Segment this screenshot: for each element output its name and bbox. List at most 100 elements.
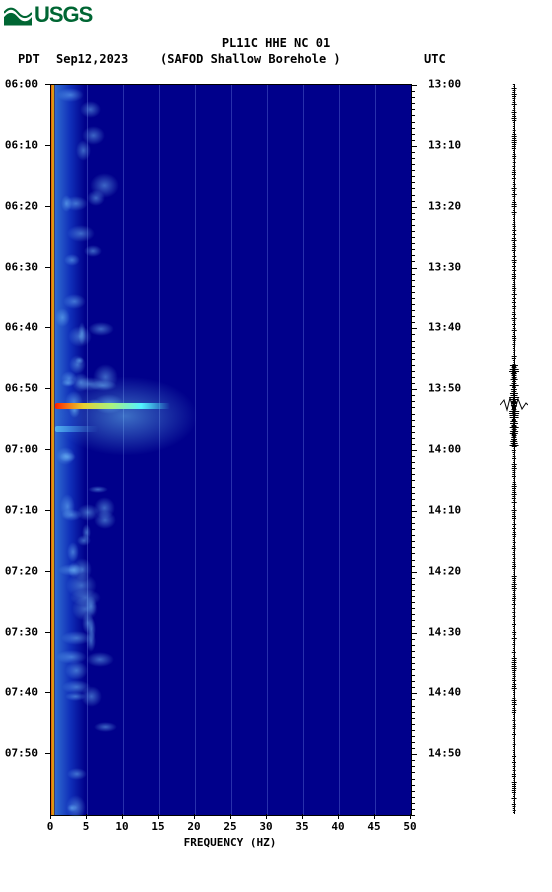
waveform-sample xyxy=(513,718,515,719)
waveform-sample xyxy=(513,348,515,349)
minor-tick xyxy=(412,505,415,506)
waveform-sample xyxy=(512,612,515,613)
waveform-sample xyxy=(513,572,514,573)
waveform-sample xyxy=(512,178,516,179)
waveform-sample xyxy=(513,740,514,741)
waveform-sample xyxy=(512,702,516,703)
noise-patch xyxy=(55,308,70,327)
minor-tick xyxy=(412,359,415,360)
spectrogram-canvas xyxy=(50,84,412,816)
noise-patch xyxy=(94,511,115,529)
x-tick-label: 20 xyxy=(187,820,200,833)
noise-patch xyxy=(67,225,95,243)
waveform-sample xyxy=(513,590,516,591)
right-time-label: 13:30 xyxy=(428,260,461,273)
noise-patch xyxy=(68,562,80,578)
waveform-sample xyxy=(512,658,517,659)
noise-patch xyxy=(68,326,92,347)
minor-tick xyxy=(412,109,415,110)
waveform-sample xyxy=(513,154,516,155)
waveform-sample xyxy=(513,86,514,87)
minor-tick xyxy=(412,645,415,646)
minor-tick xyxy=(412,608,415,609)
waveform-sample xyxy=(513,280,515,281)
waveform-sample xyxy=(512,450,516,451)
minor-tick xyxy=(412,487,415,488)
waveform-sample xyxy=(512,756,516,757)
minor-tick xyxy=(412,322,415,323)
waveform-sample xyxy=(512,240,517,241)
waveform-sample xyxy=(512,562,515,563)
tick-mark xyxy=(45,632,50,633)
waveform-sample xyxy=(513,218,515,219)
waveform-sample xyxy=(512,244,515,245)
waveform-sample xyxy=(512,546,515,547)
waveform-sample xyxy=(512,112,517,113)
minor-tick xyxy=(412,97,415,98)
waveform-sample xyxy=(512,270,516,271)
waveform-sample xyxy=(513,106,515,107)
minor-tick xyxy=(412,122,415,123)
waveform-sample xyxy=(513,296,514,297)
left-time-label: 06:30 xyxy=(5,260,38,273)
waveform-sample xyxy=(513,532,516,533)
minor-tick xyxy=(412,712,415,713)
x-tick-mark xyxy=(338,814,339,819)
tick-mark xyxy=(45,692,50,693)
waveform-sample xyxy=(512,600,515,601)
noise-patch xyxy=(88,486,108,493)
waveform-sample xyxy=(510,415,519,416)
waveform-sample xyxy=(512,548,516,549)
minor-tick xyxy=(412,602,415,603)
waveform-sample xyxy=(512,710,516,711)
minor-tick xyxy=(412,310,415,311)
waveform-sample xyxy=(513,132,515,133)
minor-tick xyxy=(412,389,415,390)
waveform-sample xyxy=(513,242,515,243)
minor-tick xyxy=(412,341,415,342)
minor-tick xyxy=(412,103,415,104)
waveform-sample xyxy=(512,256,516,257)
waveform-sample xyxy=(512,170,515,171)
waveform-sample xyxy=(509,411,519,412)
waveform-sample xyxy=(510,417,519,418)
waveform-sample xyxy=(509,399,518,400)
minor-tick xyxy=(412,730,415,731)
waveform-sample xyxy=(513,610,514,611)
minor-tick xyxy=(412,657,415,658)
waveform-sample xyxy=(513,630,515,631)
minor-tick xyxy=(412,663,415,664)
noise-patch xyxy=(63,294,86,309)
x-tick-label: 35 xyxy=(295,820,308,833)
noise-patch xyxy=(86,630,96,652)
minor-tick xyxy=(412,407,415,408)
waveform-sample xyxy=(513,706,515,707)
noise-patch xyxy=(87,190,106,206)
waveform-sample xyxy=(513,208,514,209)
minor-tick xyxy=(412,742,415,743)
minor-tick xyxy=(412,225,415,226)
waveform-sample xyxy=(512,762,516,763)
waveform-sample xyxy=(510,441,517,442)
waveform-sample xyxy=(512,486,517,487)
waveform-sample xyxy=(512,238,516,239)
minor-tick xyxy=(412,584,415,585)
waveform-sample xyxy=(512,298,516,299)
minor-tick xyxy=(412,347,415,348)
waveform-sample xyxy=(512,142,517,143)
minor-tick xyxy=(412,572,415,573)
waveform-sample xyxy=(512,534,516,535)
waveform-sample xyxy=(512,670,516,671)
wave-icon xyxy=(4,4,32,26)
tick-mark xyxy=(45,327,50,328)
waveform-sample xyxy=(513,692,515,693)
left-time-label: 06:40 xyxy=(5,321,38,334)
waveform-sample xyxy=(513,460,514,461)
waveform-sample xyxy=(512,616,515,617)
waveform-sample xyxy=(512,104,517,105)
waveform-sample xyxy=(512,387,516,388)
waveform-sample xyxy=(513,736,514,737)
tick-mark xyxy=(45,449,50,450)
waveform-sample xyxy=(512,792,516,793)
waveform-sample xyxy=(512,140,517,141)
